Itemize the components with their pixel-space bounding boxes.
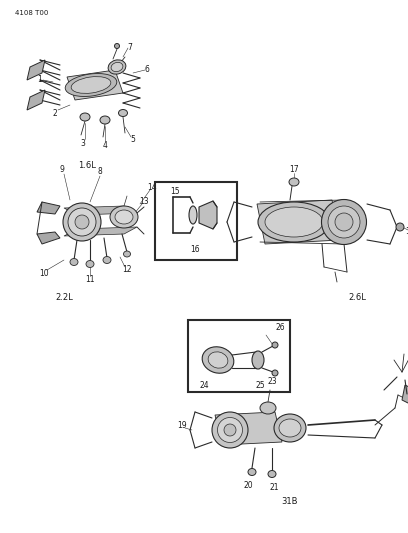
Text: 24: 24: [200, 381, 210, 390]
Polygon shape: [257, 200, 340, 244]
Text: 13: 13: [139, 198, 149, 206]
Ellipse shape: [71, 77, 111, 93]
Ellipse shape: [268, 471, 276, 478]
Polygon shape: [37, 232, 60, 244]
Text: 20: 20: [243, 481, 253, 490]
Text: 1.6L: 1.6L: [78, 160, 96, 169]
Text: 18: 18: [405, 228, 408, 237]
Text: 21: 21: [269, 483, 279, 492]
Text: 26: 26: [276, 324, 286, 333]
Polygon shape: [64, 206, 137, 215]
Text: 15: 15: [170, 188, 180, 197]
Text: 6: 6: [144, 66, 149, 75]
Text: 16: 16: [190, 246, 200, 254]
Ellipse shape: [115, 210, 133, 224]
Ellipse shape: [202, 347, 234, 373]
Ellipse shape: [265, 207, 323, 237]
Ellipse shape: [108, 60, 126, 74]
Polygon shape: [402, 385, 408, 405]
Ellipse shape: [208, 352, 228, 368]
Polygon shape: [215, 412, 282, 445]
Ellipse shape: [110, 206, 138, 228]
Ellipse shape: [272, 342, 278, 348]
Ellipse shape: [189, 206, 197, 224]
Ellipse shape: [111, 62, 123, 71]
Ellipse shape: [322, 199, 366, 245]
Text: 8: 8: [98, 167, 102, 176]
Ellipse shape: [212, 412, 248, 448]
Bar: [155, 182, 237, 260]
Text: 17: 17: [289, 166, 299, 174]
Ellipse shape: [100, 116, 110, 124]
Ellipse shape: [260, 402, 276, 414]
Ellipse shape: [63, 203, 101, 241]
Text: 1: 1: [38, 76, 42, 85]
Ellipse shape: [274, 414, 306, 442]
Ellipse shape: [328, 206, 360, 238]
Ellipse shape: [68, 208, 96, 236]
Ellipse shape: [75, 215, 89, 229]
Text: 3: 3: [80, 139, 85, 148]
Polygon shape: [27, 90, 45, 110]
Text: 5: 5: [131, 135, 135, 144]
Ellipse shape: [115, 44, 120, 49]
Ellipse shape: [86, 261, 94, 268]
Polygon shape: [199, 201, 217, 229]
Ellipse shape: [124, 251, 131, 257]
Text: 19: 19: [177, 421, 187, 430]
Text: 31B: 31B: [282, 497, 298, 506]
Ellipse shape: [248, 469, 256, 475]
Ellipse shape: [80, 113, 90, 121]
Text: 11: 11: [85, 276, 95, 285]
Text: 4108 T00: 4108 T00: [15, 10, 49, 16]
Ellipse shape: [258, 202, 330, 242]
Text: 12: 12: [122, 265, 132, 274]
Polygon shape: [27, 60, 45, 80]
Text: 2.6L: 2.6L: [348, 293, 366, 302]
Text: 14: 14: [147, 182, 157, 191]
Polygon shape: [67, 70, 123, 100]
Text: 2.2L: 2.2L: [55, 293, 73, 302]
Ellipse shape: [252, 351, 264, 369]
Bar: [188, 320, 290, 392]
Polygon shape: [64, 227, 137, 236]
Text: 23: 23: [267, 377, 277, 386]
Ellipse shape: [279, 419, 301, 437]
Text: 4: 4: [102, 141, 107, 149]
Ellipse shape: [272, 370, 278, 376]
Ellipse shape: [118, 109, 127, 117]
Polygon shape: [37, 202, 60, 214]
Text: 25: 25: [256, 381, 266, 390]
Ellipse shape: [289, 178, 299, 186]
Ellipse shape: [70, 259, 78, 265]
Text: 2: 2: [53, 109, 58, 117]
Text: 9: 9: [60, 166, 64, 174]
Ellipse shape: [224, 424, 236, 436]
Ellipse shape: [335, 213, 353, 231]
Ellipse shape: [103, 256, 111, 263]
Ellipse shape: [396, 223, 404, 231]
Text: 7: 7: [128, 43, 133, 52]
Ellipse shape: [65, 74, 117, 96]
Ellipse shape: [217, 417, 242, 442]
Text: 10: 10: [39, 270, 49, 279]
